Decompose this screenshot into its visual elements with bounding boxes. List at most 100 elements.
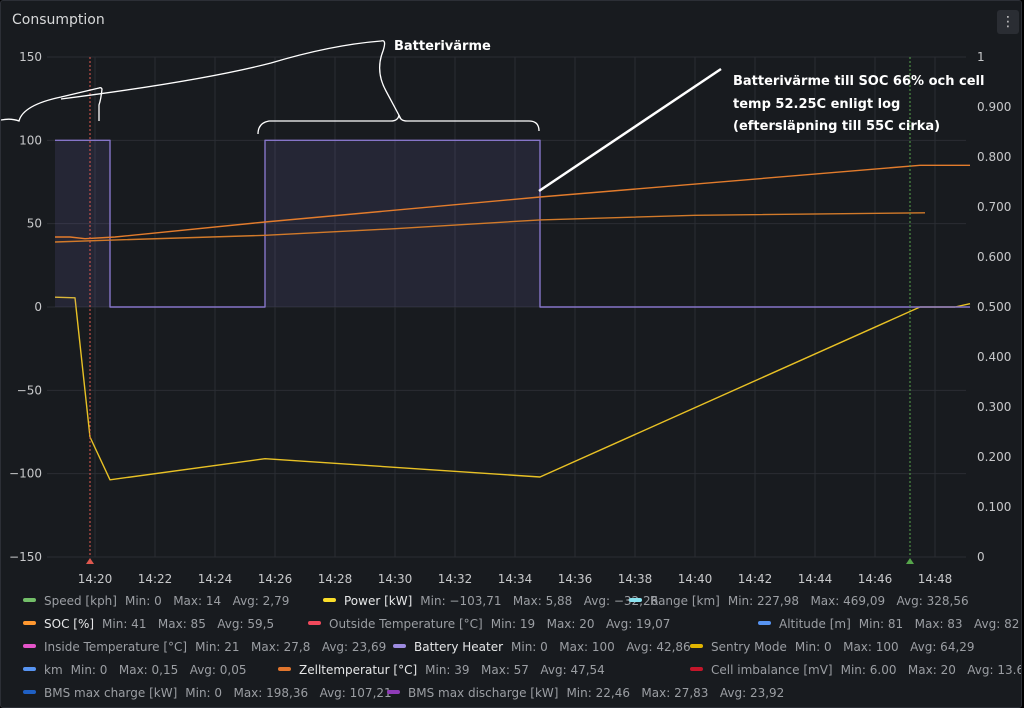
- right-tick-label: 0.600: [977, 250, 1011, 264]
- legend-item[interactable]: Altitude [m] Min: 81 Max: 83 Avg: 82: [758, 617, 1019, 631]
- annotation-note-line1: Batterivärme till SOC 66% och cell: [733, 74, 984, 89]
- annotation-marker-icon: [86, 558, 94, 564]
- series-fill-1: [55, 140, 970, 307]
- legend-series-name: Inside Temperature [°C]: [44, 640, 188, 654]
- legend-item[interactable]: Range [km] Min: 227,98 Max: 469,09 Avg: 3…: [629, 594, 969, 608]
- legend-stats: Min: 0 Max: 0,15 Avg: 0,05: [70, 663, 247, 677]
- mid-brace: [257, 114, 540, 135]
- legend-swatch: [23, 620, 36, 625]
- left-tick-label: −150: [9, 550, 42, 564]
- consumption-chart[interactable]: 150 100 50 0 −50 −100 −150 1 0.900 0.800 0.700 0.6…: [1, 1, 1022, 593]
- left-tick-label: −100: [9, 467, 42, 481]
- right-tick-label: 0.100: [977, 500, 1011, 514]
- legend-swatch: [23, 597, 36, 602]
- legend-swatch: [393, 643, 406, 648]
- right-tick-label: 0.900: [977, 100, 1011, 114]
- top-brace: [60, 40, 402, 120]
- legend-swatch: [23, 666, 36, 671]
- legend-series-name: Speed [kph]: [44, 594, 117, 608]
- panel-menu-button[interactable]: ⋮: [997, 10, 1019, 34]
- legend-stats: Min: 41 Max: 85 Avg: 59,5: [102, 617, 275, 631]
- legend-stats: Min: 227,98 Max: 469,09 Avg: 328,56: [727, 594, 969, 608]
- x-tick-label: 14:48: [918, 572, 953, 586]
- legend-stats: Min: 0 Max: 100 Avg: 42,86: [511, 640, 691, 654]
- legend-series-name: Altitude [m]: [779, 617, 851, 631]
- legend-stats: Min: 0 Max: 198,36 Avg: 107,21: [185, 686, 392, 700]
- x-tick-label: 14:36: [558, 572, 593, 586]
- legend-item[interactable]: SOC [%] Min: 41 Max: 85 Avg: 59,5: [23, 617, 274, 631]
- left-axis: 150 100 50 0 −50 −100 −150: [9, 50, 42, 564]
- legend-series-name: BMS max discharge [kW]: [408, 686, 559, 700]
- legend-series-name: km: [44, 663, 63, 677]
- x-tick-label: 14:38: [618, 572, 653, 586]
- right-tick-label: 0.400: [977, 350, 1011, 364]
- right-tick-label: 0.500: [977, 300, 1011, 314]
- legend-item[interactable]: BMS max charge [kW] Min: 0 Max: 198,36 Av…: [23, 686, 392, 700]
- right-axis: 1 0.900 0.800 0.700 0.600 0.500 0.400 0.300 0.20…: [977, 50, 1011, 564]
- legend-swatch: [323, 597, 336, 602]
- x-tick-label: 14:24: [198, 572, 233, 586]
- legend-item[interactable]: Outside Temperature [°C] Min: 19 Max: 20 …: [308, 617, 670, 631]
- legend-stats: Min: −103,71 Max: 5,88 Avg: −32,26: [420, 594, 659, 608]
- legend-item[interactable]: Inside Temperature [°C] Min: 21 Max: 27,8…: [23, 640, 386, 654]
- legend-item[interactable]: Power [kW] Min: −103,71 Max: 5,88 Avg: −3…: [323, 594, 658, 608]
- x-tick-label: 14:46: [858, 572, 893, 586]
- x-tick-label: 14:40: [678, 572, 713, 586]
- legend-swatch: [23, 643, 36, 648]
- legend-swatch: [308, 620, 321, 625]
- x-tick-label: 14:44: [798, 572, 833, 586]
- legend-item[interactable]: Speed [kph] Min: 0 Max: 14 Avg: 2,79: [23, 594, 289, 608]
- vertical-ellipsis-icon: ⋮: [1001, 14, 1015, 30]
- legend-item[interactable]: Battery Heater Min: 0 Max: 100 Avg: 42,86: [393, 640, 691, 654]
- x-tick-label: 14:32: [438, 572, 473, 586]
- legend-item[interactable]: km Min: 0 Max: 0,15 Avg: 0,05: [23, 663, 247, 677]
- legend-item[interactable]: BMS max discharge [kW] Min: 22,46 Max: 27…: [387, 686, 784, 700]
- legend-swatch: [387, 689, 400, 694]
- legend-item[interactable]: Zelltemperatur [°C] Min: 39 Max: 57 Avg: …: [278, 663, 605, 677]
- legend-swatch: [758, 620, 771, 625]
- legend-stats: Min: 21 Max: 27,8 Avg: 23,69: [195, 640, 387, 654]
- x-tick-label: 14:30: [378, 572, 413, 586]
- legend-series-name: Range [km]: [650, 594, 720, 608]
- legend-series-name: Zelltemperatur [°C]: [299, 663, 418, 677]
- left-tick-label: 100: [19, 133, 42, 147]
- x-tick-label: 14:20: [78, 572, 113, 586]
- legend-swatch: [629, 597, 642, 602]
- series-line-0: [54, 296, 971, 481]
- series-line-1: [55, 139, 970, 308]
- right-tick-label: 0.200: [977, 450, 1011, 464]
- legend-item[interactable]: Sentry Mode Min: 0 Max: 100 Avg: 64,29: [690, 640, 975, 654]
- legend-swatch: [690, 643, 703, 648]
- annotation-note-line3: (eftersläpning till 55C cirka): [733, 119, 940, 134]
- right-tick-label: 0.800: [977, 150, 1011, 164]
- left-tick-label: 50: [27, 217, 42, 231]
- right-tick-label: 0.700: [977, 200, 1011, 214]
- series-layer: [54, 139, 971, 481]
- legend-stats: Min: 0 Max: 100 Avg: 64,29: [794, 640, 975, 654]
- x-tick-label: 14:22: [138, 572, 173, 586]
- left-tick-label: 150: [19, 50, 42, 64]
- annotation-note-line2: temp 52.25C enligt log: [733, 97, 900, 112]
- legend-series-name: Sentry Mode: [711, 640, 787, 654]
- series-line-2: [55, 164, 970, 240]
- annotation-marker-icon: [906, 558, 914, 564]
- legend-series-name: SOC [%]: [44, 617, 95, 631]
- left-tick-label: 0: [34, 300, 42, 314]
- right-tick-label: 0.300: [977, 400, 1011, 414]
- x-tick-label: 14:28: [318, 572, 353, 586]
- right-tick-label: 1: [977, 50, 985, 64]
- panel-title: Consumption: [12, 12, 105, 28]
- legend-series-name: Power [kW]: [344, 594, 413, 608]
- legend-stats: Min: 39 Max: 57 Avg: 47,54: [425, 663, 605, 677]
- legend-series-name: Cell imbalance [mV]: [711, 663, 833, 677]
- legend-series-name: BMS max charge [kW]: [44, 686, 178, 700]
- annotation-layer: Batterivärme Batterivärme till SOC 66% o…: [1, 39, 984, 193]
- legend-item[interactable]: Cell imbalance [mV] Min: 6.00 Max: 20 Avg…: [690, 663, 1022, 677]
- legend-stats: Min: 6.00 Max: 20 Avg: 13.6: [840, 663, 1022, 677]
- x-tick-label: 14:26: [258, 572, 293, 586]
- legend-stats: Min: 0 Max: 14 Avg: 2,79: [124, 594, 290, 608]
- legend-swatch: [690, 666, 703, 671]
- marker-layer: [86, 57, 914, 564]
- legend-series-name: Battery Heater: [414, 640, 504, 654]
